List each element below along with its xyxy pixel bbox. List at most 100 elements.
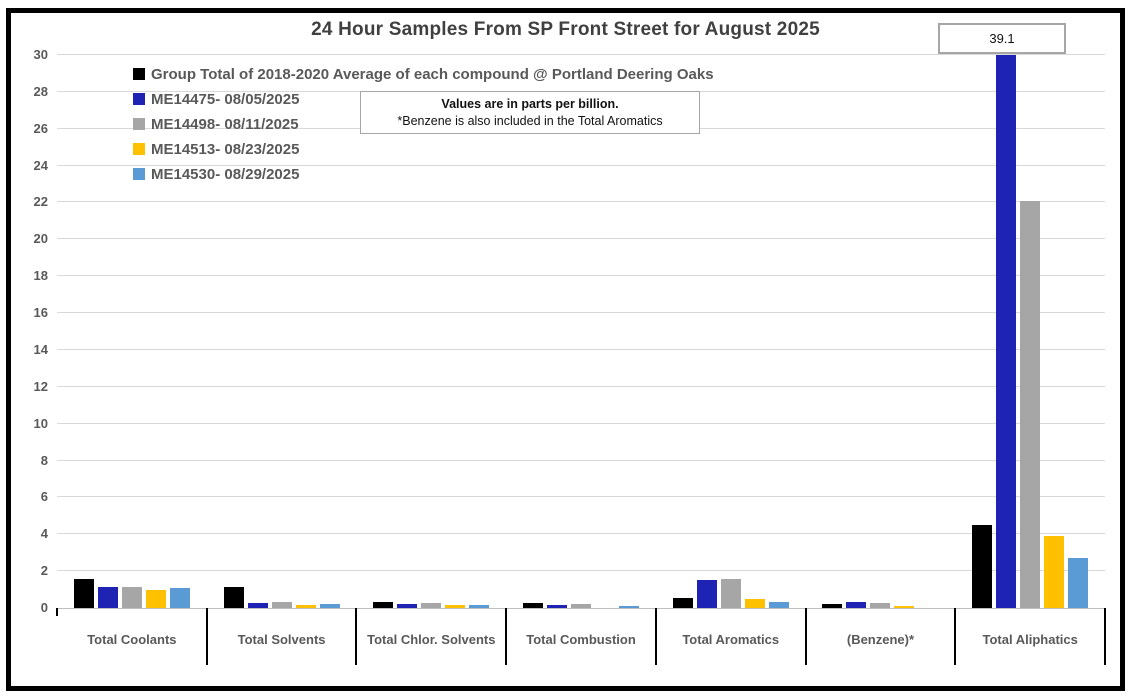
bar-total-chlor-solvents-series-1 [373, 601, 394, 608]
bar-total-chlor-solvents-series-4 [445, 605, 466, 608]
y-axis-tick-label-2: 2 [40, 563, 48, 579]
legend-swatch-icon [133, 143, 145, 155]
legend-swatch-icon [133, 118, 145, 130]
bar-total-aliphatics-series-5 [1068, 558, 1089, 608]
bar-total-combustion-series-2 [547, 605, 568, 608]
legend-item-3: ME14498- 08/11/2025 [133, 115, 714, 133]
bar-total-aromatics-series-2 [696, 580, 717, 608]
y-axis-tick-label-22: 22 [33, 194, 48, 210]
category-label-total-coolants: Total Coolants [87, 631, 177, 647]
legend-item-4: ME14513- 08/23/2025 [133, 140, 714, 158]
legend-item-2: ME14475- 08/05/2025 [133, 90, 714, 108]
y-axis-tick-label-16: 16 [33, 305, 48, 321]
y-axis-tick-label-12: 12 [33, 378, 48, 394]
gridline-12 [57, 385, 1105, 387]
bar-benzene-series-4 [894, 606, 915, 608]
y-axis-tick-label-0: 0 [40, 600, 48, 615]
category-tick-6 [954, 608, 956, 665]
note-benzene-line: *Benzene is also included in the Total A… [397, 114, 663, 128]
bar-total-aliphatics-series-3 [1020, 200, 1041, 608]
legend-label: ME14475- 08/05/2025 [151, 90, 300, 108]
offscale-value-callout: 39.1 [938, 23, 1066, 54]
y-axis-tick-label-10: 10 [33, 415, 48, 431]
category-axis-labels: Total Coolants Total Solvents Total Chlor.… [57, 611, 1105, 667]
category-label-total-chlor-solvents: Total Chlor. Solvents [367, 631, 496, 647]
bar-total-chlor-solvents-series-3 [421, 603, 442, 608]
legend-label: Group Total of 2018-2020 Average of each… [151, 65, 714, 83]
bar-total-coolants-series-2 [97, 586, 118, 608]
legend-label: ME14513- 08/23/2025 [151, 140, 300, 158]
legend-label: ME14530- 08/29/2025 [151, 165, 300, 183]
bar-benzene-series-3 [870, 603, 891, 608]
y-axis-tick-label-30: 30 [33, 47, 48, 62]
bar-total-solvents-series-2 [247, 603, 268, 608]
y-axis-tick-label-14: 14 [33, 341, 48, 357]
y-axis: 0 2 4 6 8 10 12 14 16 18 20 22 24 26 28 30 [8, 47, 48, 615]
bar-groups [57, 55, 1105, 608]
gridline-18 [57, 275, 1105, 277]
bar-total-aromatics-series-4 [744, 598, 765, 608]
gridline-14 [57, 348, 1105, 350]
bar-total-coolants-series-4 [145, 589, 166, 608]
gridline-22 [57, 201, 1105, 203]
bar-total-chlor-solvents-series-5 [469, 605, 490, 608]
x-axis-line [57, 608, 1105, 609]
bar-total-solvents-series-5 [319, 604, 340, 608]
y-axis-tick-label-20: 20 [33, 231, 48, 247]
bar-group-total-coolants [57, 55, 207, 608]
bar-total-solvents-series-1 [223, 586, 244, 608]
legend-item-5: ME14530- 08/29/2025 [133, 165, 714, 183]
chart-note-box: Values are in parts per billion. *Benzen… [360, 91, 700, 134]
chart-title: 24 Hour Samples From SP Front Street for… [311, 19, 820, 40]
bar-total-aliphatics-series-4 [1044, 536, 1065, 608]
category-tick-4 [655, 608, 657, 665]
gridline-8 [57, 459, 1105, 461]
gridline-20 [57, 238, 1105, 240]
y-axis-tick-label-6: 6 [40, 489, 48, 505]
chart-legend: Group Total of 2018-2020 Average of each… [133, 65, 714, 183]
bar-group-total-aromatics [656, 55, 806, 608]
legend-label: ME14498- 08/11/2025 [151, 115, 299, 133]
bar-total-aromatics-series-5 [768, 601, 789, 608]
bar-total-coolants-series-3 [121, 586, 142, 608]
bar-total-coolants-series-1 [73, 579, 94, 608]
legend-swatch-icon [133, 93, 145, 105]
bar-group-total-combustion [506, 55, 656, 608]
bar-benzene-series-1 [822, 604, 843, 608]
gridline-24 [57, 164, 1105, 166]
category-label-total-combustion: Total Combustion [526, 631, 636, 647]
offscale-value-label: 39.1 [989, 31, 1015, 46]
bar-group-total-chlor-solvents [356, 55, 506, 608]
y-axis-tick-label-26: 26 [33, 120, 48, 136]
bar-benzene-series-2 [846, 602, 867, 608]
category-label-benzene: (Benzene)* [846, 631, 915, 647]
legend-swatch-icon [133, 168, 145, 180]
bar-group-benzene [806, 55, 956, 608]
category-label-total-aromatics: Total Aromatics [682, 631, 780, 647]
legend-swatch-icon [133, 68, 145, 80]
category-label-total-solvents: Total Solvents [237, 631, 326, 647]
note-units-line: Values are in parts per billion. [441, 97, 619, 111]
y-axis-tick-label-18: 18 [33, 268, 48, 284]
y-axis-tick-label-4: 4 [40, 526, 48, 542]
gridline-4 [57, 533, 1105, 535]
bar-total-aliphatics-series-1 [972, 525, 993, 608]
bar-total-combustion-series-5 [619, 606, 640, 608]
bar-total-solvents-series-4 [295, 605, 316, 608]
gridline-2 [57, 570, 1105, 572]
gridline-10 [57, 422, 1105, 424]
y-axis-tick-label-8: 8 [40, 452, 48, 468]
gridline-6 [57, 496, 1105, 498]
category-tick-5 [805, 608, 807, 665]
gridline-16 [57, 312, 1105, 314]
bar-total-aromatics-series-3 [720, 578, 741, 608]
y-axis-tick-label-24: 24 [33, 157, 48, 173]
bar-total-chlor-solvents-series-2 [397, 604, 418, 608]
bar-total-combustion-series-1 [523, 603, 544, 608]
bar-group-total-solvents [207, 55, 357, 608]
bar-total-combustion-series-3 [571, 604, 592, 608]
category-tick-3 [505, 608, 507, 665]
bar-total-aromatics-series-1 [672, 597, 693, 608]
category-tick-0 [56, 608, 58, 616]
category-tick-7 [1104, 608, 1106, 665]
